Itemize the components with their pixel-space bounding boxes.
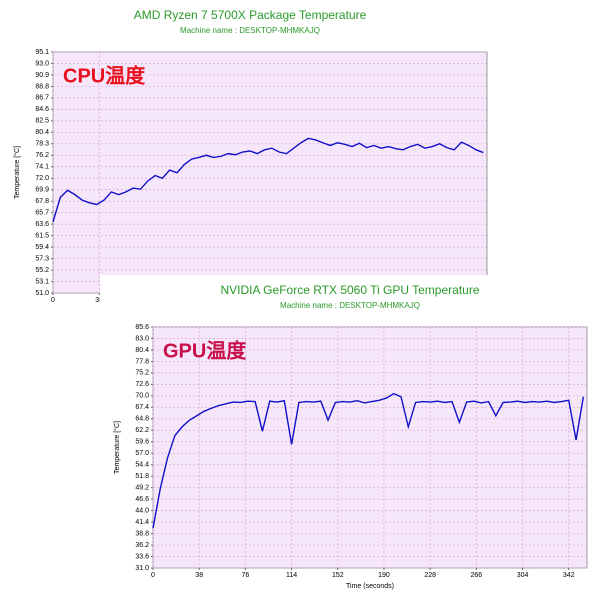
- x-tick-label: 304: [517, 572, 529, 579]
- y-tick-label: 67.4: [135, 404, 149, 411]
- x-tick-label: 190: [378, 572, 390, 579]
- y-tick-label: 65.7: [35, 210, 49, 217]
- chart-subtitle: Machine name : DESKTOP-MHMKAJQ: [180, 26, 320, 35]
- annotation: GPU温度: [163, 338, 247, 362]
- y-tick-label: 84.6: [35, 106, 49, 113]
- y-tick-label: 38.8: [135, 530, 149, 537]
- y-tick-label: 69.9: [35, 187, 49, 194]
- x-tick-label: 0: [151, 572, 155, 579]
- y-tick-label: 59.4: [35, 244, 49, 251]
- gpu-chart: NVIDIA GeForce RTX 5060 Ti GPU Temperatu…: [100, 275, 600, 610]
- y-tick-label: 33.6: [135, 553, 149, 560]
- y-tick-label: 63.6: [35, 221, 49, 228]
- data-line: [152, 392, 585, 529]
- y-tick-label: 57.0: [135, 450, 149, 457]
- annotation: CPU温度: [63, 63, 146, 87]
- y-tick-label: 83.0: [135, 335, 149, 342]
- y-tick-label: 77.8: [135, 358, 149, 365]
- y-tick-label: 85.6: [135, 324, 149, 331]
- y-tick-label: 82.5: [35, 118, 49, 125]
- chart-title: NVIDIA GeForce RTX 5060 Ti GPU Temperatu…: [221, 283, 480, 297]
- y-axis-label: Temperature [°C]: [13, 146, 21, 199]
- y-tick-label: 88.8: [35, 83, 49, 90]
- y-tick-label: 72.0: [35, 175, 49, 182]
- y-tick-label: 59.6: [135, 439, 149, 446]
- y-tick-label: 90.9: [35, 72, 49, 79]
- y-tick-label: 61.5: [35, 232, 49, 239]
- y-tick-label: 31.0: [135, 565, 149, 572]
- y-tick-label: 64.8: [135, 416, 149, 423]
- y-tick-label: 49.2: [135, 485, 149, 492]
- y-tick-label: 67.8: [35, 198, 49, 205]
- y-tick-label: 80.4: [35, 129, 49, 136]
- x-tick-label: 228: [424, 572, 436, 579]
- y-tick-label: 75.2: [135, 370, 149, 377]
- x-tick-label: 152: [332, 572, 344, 579]
- y-tick-label: 62.2: [135, 427, 149, 434]
- y-tick-label: 46.6: [135, 496, 149, 503]
- y-tick-label: 93.0: [35, 60, 49, 67]
- y-tick-label: 57.3: [35, 255, 49, 262]
- y-tick-label: 74.1: [35, 164, 49, 171]
- y-tick-label: 95.1: [35, 49, 49, 56]
- y-tick-label: 36.2: [135, 542, 149, 549]
- x-tick-label: 342: [563, 572, 575, 579]
- y-tick-label: 53.1: [35, 278, 49, 285]
- y-tick-label: 86.7: [35, 95, 49, 102]
- y-tick-label: 51.8: [135, 473, 149, 480]
- y-tick-label: 54.4: [135, 462, 149, 469]
- x-tick-label: 38: [195, 572, 203, 579]
- plot-area: [52, 51, 488, 294]
- y-tick-label: 51.0: [35, 290, 49, 297]
- y-tick-label: 72.6: [135, 381, 149, 388]
- y-tick-label: 44.0: [135, 507, 149, 514]
- x-tick-label: 0: [51, 297, 55, 304]
- y-tick-label: 80.4: [135, 347, 149, 354]
- x-axis-label: Time (seconds): [346, 583, 394, 590]
- x-tick-label: 114: [286, 572, 297, 579]
- y-axis-label: Temperature [°C]: [113, 421, 121, 474]
- y-tick-label: 55.2: [35, 267, 49, 274]
- chart-subtitle: Machine name : DESKTOP-MHMKAJQ: [280, 301, 420, 310]
- plot-area: [152, 326, 588, 569]
- data-line: [52, 137, 484, 223]
- y-tick-label: 70.0: [135, 393, 149, 400]
- x-tick-label: 76: [241, 572, 249, 579]
- y-tick-label: 78.3: [35, 141, 49, 148]
- x-tick-label: 38: [95, 297, 103, 304]
- y-tick-label: 41.4: [135, 519, 149, 526]
- y-tick-label: 76.2: [35, 152, 49, 159]
- x-tick-label: 266: [471, 572, 483, 579]
- chart-title: AMD Ryzen 7 5700X Package Temperature: [134, 8, 367, 22]
